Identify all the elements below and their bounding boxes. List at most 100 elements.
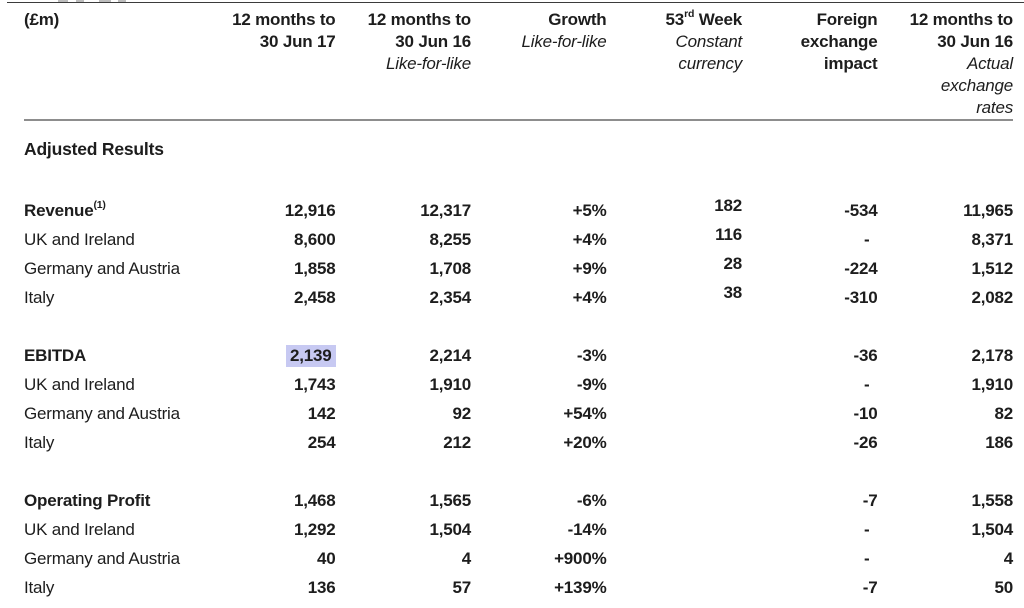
row-label: Italy [24,287,55,307]
cell-fy16-actual: 8,371 [878,225,1013,254]
cell-fy16-lfl: 1,708 [336,254,471,283]
value: 12,317 [420,200,471,220]
cell-fy16-lfl: 57 [336,573,471,602]
col-header-line: impact [823,54,878,73]
cell-fx-impact: -7 [742,486,878,515]
cell-fy17: 142 [200,399,336,428]
cropped-text-fragment [76,0,84,2]
col-header-growth: Growth Like-for-like [471,3,607,121]
col-header-line: 12 months to [909,10,1014,29]
cell-week53 [607,544,743,573]
table-row-ebitda-0: EBITDA 2,139 2,214 -3% -36 2,178 [24,341,1013,370]
cell-fy16-lfl: 2,214 [336,341,471,370]
value: 186 [985,432,1013,452]
value: 254 [307,432,336,452]
value: - [864,374,870,394]
value: 1,558 [971,490,1013,510]
col-header-fy17: 12 months to 30 Jun 17 [200,3,336,121]
cell-week53: 28 [607,253,742,283]
value: -6% [576,490,607,510]
cell-fy17: 1,468 [200,486,336,515]
cell-fx-impact: -36 [742,341,878,370]
cell-fx-impact: -534 [742,196,878,225]
value: -310 [844,287,878,307]
value: +54% [563,403,607,423]
cell-fy17: 254 [200,428,336,457]
value: 92 [452,403,471,423]
value: 8,255 [429,229,471,249]
row-label: Italy [24,577,55,597]
col-header-fx-impact: Foreign exchange impact [742,3,878,121]
value: -36 [853,345,878,365]
value: - [864,229,870,249]
col-header-subline: Actual [966,54,1013,73]
cell-growth: +4% [471,283,607,312]
value: 11,965 [963,200,1013,220]
col-header-line: 30 Jun 16 [395,32,471,51]
value: 2,214 [429,345,471,365]
superscript: (1) [93,198,106,211]
raised-value: 28 [723,253,742,273]
col-header-subline: exchange [940,76,1013,95]
col-header-line: 30 Jun 17 [259,32,336,51]
row-label: EBITDA [24,345,87,365]
cell-growth: -9% [471,370,607,399]
table-row-revenue-2: Germany and Austria 1,858 1,708 +9% 28 -224 1,… [24,254,1013,283]
value: 1,292 [293,519,336,539]
cell-fy16-lfl: 12,317 [336,196,471,225]
cell-fy16-actual: 1,910 [878,370,1013,399]
adjusted-results-table: (£m) 12 months to 30 Jun 17 12 months to 30… [24,3,1013,602]
value: 50 [994,577,1013,597]
cell-week53 [607,428,743,457]
unit-label-cell: (£m) [24,3,200,121]
cell-fx-impact: - [742,225,878,254]
cell-fy17: 1,292 [200,515,336,544]
cropped-text-fragment [58,0,68,2]
cell-fy16-actual: 50 [878,573,1013,602]
value: +4% [572,287,607,307]
cell-fx-impact: -7 [742,573,878,602]
table-row-ebitda-1: UK and Ireland 1,743 1,910 -9% - 1,910 [24,370,1013,399]
table-row-ebitda-2: Germany and Austria 142 92 +54% -10 82 [24,399,1013,428]
value: 2,354 [429,287,471,307]
cell-growth: +900% [471,544,607,573]
value: 1,504 [429,519,471,539]
row-label: UK and Ireland [24,374,135,394]
table-row-operating-profit-2: Germany and Austria 40 4 +900% - 4 [24,544,1013,573]
col-header-line: 53rd Week [665,8,743,29]
value: 1,743 [293,374,336,394]
value: 1,565 [429,490,471,510]
cell-week53: 116 [607,225,742,254]
value: 1,858 [293,258,336,278]
value: +139% [554,577,607,597]
cell-fy17: 1,858 [200,254,336,283]
value: 1,910 [971,374,1013,394]
cell-fy16-lfl: 92 [336,399,471,428]
value: -26 [853,432,878,452]
cell-week53: 182 [607,196,742,225]
col-header-subline: currency [678,54,742,73]
cell-growth: +20% [471,428,606,457]
cell-week53: 38 [607,283,742,312]
value: - [864,519,870,539]
value: 2,178 [971,345,1013,365]
cell-growth: +54% [471,399,607,428]
value: 40 [316,548,336,568]
cell-growth: -14% [471,515,607,544]
value: 8,371 [971,229,1013,249]
row-label: Germany and Austria [24,258,180,278]
superscript: rd [684,8,695,21]
cell-week53 [607,515,743,544]
cell-fy17: 2,458 [200,283,336,312]
cell-fy16-lfl: 1,565 [336,486,471,515]
cell-fy17: 2,139 [200,341,336,370]
value: 1,468 [293,490,336,510]
unit-label: (£m) [24,10,60,29]
table-row-revenue-3: Italy 2,458 2,354 +4% 38 -310 2,082 [24,283,1013,312]
cell-fy16-lfl: 212 [336,428,471,457]
cell-growth: -3% [471,341,607,370]
cell-fy16-actual: 2,178 [878,341,1013,370]
row-label: Revenue(1) [24,198,106,220]
col-header-subline: Constant [675,32,743,51]
value: -534 [844,200,878,220]
